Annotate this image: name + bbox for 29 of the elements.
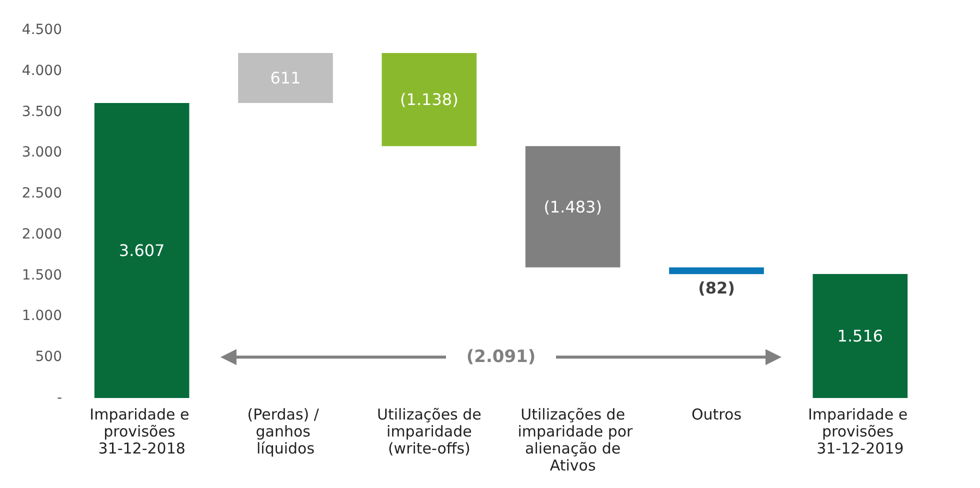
x-tick-label: Imparidade e provisões 31-12-2018 [90, 406, 194, 458]
x-tick-label: Outros [691, 406, 742, 424]
data-label: (1.483) [544, 197, 602, 216]
y-tick-label: 3.500 [22, 104, 62, 120]
bar [94, 103, 190, 398]
bar [382, 53, 477, 146]
data-label: (82) [698, 278, 735, 298]
x-tick-label: (Perdas) / ganhos líquidos [247, 406, 324, 458]
y-tick-label: 4.000 [22, 62, 62, 79]
bar [812, 274, 908, 398]
data-label: 1.516 [837, 326, 884, 346]
data-label: 611 [270, 68, 301, 88]
data-label: 3.607 [118, 241, 165, 260]
x-tick-label: Utilizações de imparidade por alienação de Ativos [512, 406, 634, 474]
annotation: (2.091) [466, 347, 536, 368]
y-tick-label: 4.500 [22, 22, 62, 38]
data-label: (1.138) [400, 90, 458, 110]
y-tick-label: 3.000 [22, 144, 62, 161]
x-tick-label: Imparidade e provisões 31-12-2019 [808, 406, 912, 458]
y-tick-label: 1.500 [22, 267, 62, 284]
y-tick-label: 2.000 [22, 226, 62, 242]
x-tick-label: Utilizações de imparidade (write-offs) [376, 406, 482, 458]
y-tick-label: 1.000 [22, 308, 62, 324]
y-tick-label: - [56, 390, 62, 406]
y-tick-label: 500 [35, 349, 62, 366]
bar [525, 146, 620, 268]
bar [238, 53, 333, 104]
y-tick-label: 2.500 [22, 186, 62, 202]
bar [669, 267, 764, 274]
